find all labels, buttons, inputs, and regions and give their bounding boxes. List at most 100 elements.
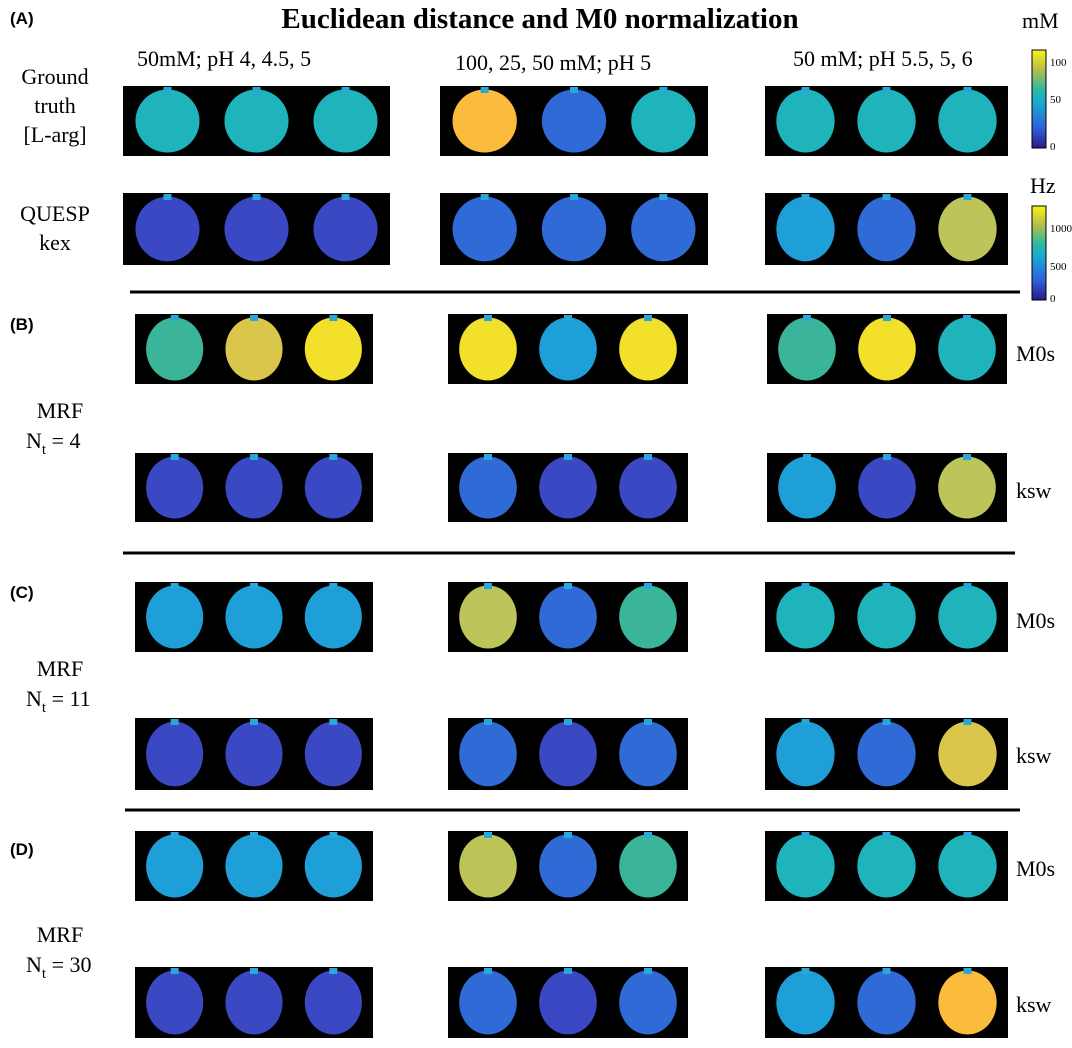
vial-marker — [883, 315, 891, 321]
phantom-vial — [459, 834, 517, 898]
vial-marker — [564, 832, 572, 838]
vial-marker — [170, 583, 179, 589]
row-label: [L-arg] — [23, 122, 86, 147]
vial-marker — [250, 968, 258, 974]
method-label: MRF — [37, 922, 83, 947]
vial-marker — [801, 968, 810, 974]
vial-marker — [341, 194, 350, 200]
row-label: ksw — [1016, 743, 1052, 768]
panel-label: (D) — [10, 840, 34, 859]
phantom-vial — [619, 317, 677, 381]
sample-count-subscript: t — [42, 700, 47, 716]
sample-count-symbol: N — [26, 686, 42, 711]
phantom-vial — [225, 585, 283, 649]
vial-marker — [252, 87, 261, 93]
column-header: 50 mM; pH 5.5, 5, 6 — [793, 46, 973, 71]
colorbar — [1031, 49, 1047, 149]
vial-marker — [801, 583, 810, 589]
phantom-vial — [146, 834, 204, 898]
phantom-vial — [776, 196, 835, 262]
vial-marker — [644, 719, 652, 725]
phantom-vial — [858, 317, 916, 381]
phantom-vial — [135, 89, 200, 153]
row-label: M0s — [1016, 341, 1055, 366]
phantom-vial — [857, 834, 916, 898]
phantom-vial — [938, 585, 997, 649]
phantom-vial — [452, 196, 517, 262]
vial-marker — [250, 315, 258, 321]
vial-marker — [341, 87, 350, 93]
phantom-vial — [938, 89, 997, 153]
vial-marker — [484, 454, 492, 460]
vial-marker — [644, 315, 652, 321]
phantom-vial — [776, 585, 835, 649]
sample-count-value: = 30 — [46, 952, 91, 977]
vial-marker — [250, 832, 258, 838]
vial-marker — [564, 315, 572, 321]
vial-marker — [250, 583, 258, 589]
method-label: MRF — [37, 398, 83, 423]
phantom-vial — [539, 721, 597, 787]
row-label: ksw — [1016, 478, 1052, 503]
sample-count-value: = 11 — [46, 686, 91, 711]
vial-marker — [659, 194, 668, 200]
vial-marker — [801, 87, 810, 93]
phantom-vial — [146, 970, 204, 1035]
vial-marker — [480, 194, 489, 200]
phantom-vial — [146, 585, 204, 649]
vial-marker — [963, 583, 972, 589]
vial-marker — [329, 583, 338, 589]
phantom-vial — [776, 970, 835, 1035]
row-label: M0s — [1016, 856, 1055, 881]
colorbar — [1031, 205, 1047, 301]
vial-marker — [484, 583, 492, 589]
vial-marker — [882, 583, 891, 589]
method-label: MRF — [37, 656, 83, 681]
vial-marker — [963, 194, 972, 200]
phantom-vial — [304, 834, 362, 898]
phantom-vial — [304, 721, 362, 787]
phantom-vial — [541, 89, 607, 153]
phantom-vial — [304, 970, 362, 1035]
panel-label: (B) — [10, 315, 34, 334]
phantom-vial — [459, 317, 517, 381]
phantom-vial — [224, 89, 289, 153]
colorbar-unit: Hz — [1030, 173, 1056, 198]
vial-marker — [570, 194, 578, 200]
vial-marker — [882, 832, 891, 838]
vial-marker — [170, 454, 179, 460]
vial-marker — [803, 454, 811, 460]
phantom-vial — [225, 970, 283, 1035]
sample-count: Nt = 11 — [26, 686, 91, 716]
vial-marker — [644, 454, 652, 460]
phantom-vial — [857, 721, 916, 787]
phantom-vial — [224, 196, 289, 262]
vial-marker — [963, 832, 972, 838]
phantom-vial — [857, 89, 916, 153]
phantom-vial — [776, 89, 835, 153]
vial-marker — [564, 968, 572, 974]
phantom-vial — [619, 585, 677, 649]
vial-marker — [963, 315, 971, 321]
vial-marker — [484, 719, 492, 725]
phantom-vial — [619, 970, 677, 1035]
vial-marker — [801, 194, 810, 200]
vial-marker — [329, 315, 338, 321]
vial-marker — [570, 87, 578, 93]
phantom-vial — [938, 456, 996, 519]
vial-marker — [882, 87, 891, 93]
phantom-vial — [619, 721, 677, 787]
vial-marker — [801, 719, 810, 725]
phantom-vial — [304, 585, 362, 649]
vial-marker — [644, 832, 652, 838]
colorbar-tick: 0 — [1050, 293, 1056, 305]
phantom-vial — [619, 456, 677, 519]
phantom-vial — [541, 196, 607, 262]
phantom-vial — [225, 456, 283, 519]
row-label: kex — [39, 230, 71, 255]
vial-marker — [329, 968, 338, 974]
vial-marker — [329, 832, 338, 838]
vial-marker — [163, 87, 172, 93]
phantom-vial — [459, 970, 517, 1035]
